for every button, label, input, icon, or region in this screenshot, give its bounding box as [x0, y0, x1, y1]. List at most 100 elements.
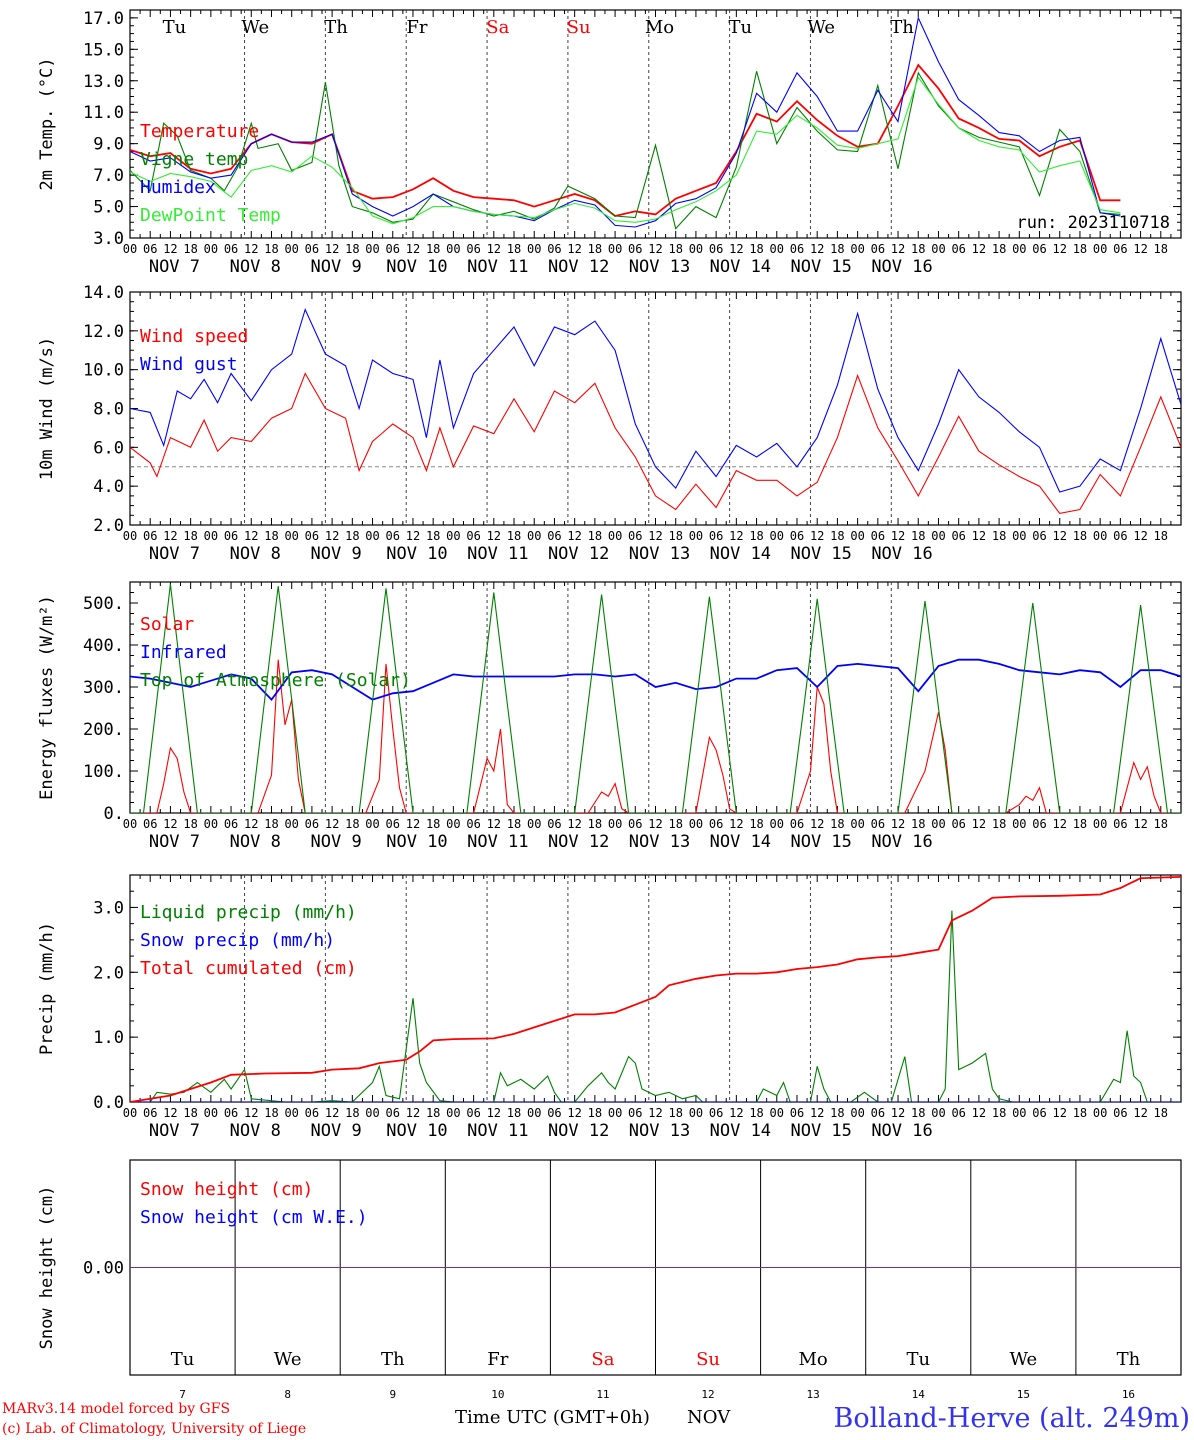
hour-tick-label: 12: [244, 242, 258, 256]
day-number-label: 12: [701, 1388, 714, 1401]
series-line-wind-gust: [130, 307, 1181, 493]
hour-tick-label: 00: [608, 1106, 622, 1120]
hour-tick-label: 12: [891, 242, 905, 256]
hour-tick-label: 06: [709, 817, 723, 831]
hour-tick-label: 00: [1012, 1106, 1026, 1120]
hour-tick-label: 06: [143, 529, 157, 543]
hour-tick-label: 06: [709, 242, 723, 256]
hour-tick-label: 12: [1133, 242, 1147, 256]
hour-tick-label: 12: [244, 529, 258, 543]
hour-tick-label: 18: [830, 242, 844, 256]
date-label: NOV 14: [710, 832, 771, 852]
hour-tick-label: 12: [1133, 817, 1147, 831]
hour-tick-label: 18: [992, 817, 1006, 831]
hour-tick-label: 18: [507, 242, 521, 256]
hour-tick-label: 18: [1073, 817, 1087, 831]
hour-tick-label: 00: [931, 529, 945, 543]
hour-tick-label: 18: [264, 1106, 278, 1120]
y-tick-label: 1.0: [93, 1028, 124, 1048]
hour-tick-label: 06: [386, 1106, 400, 1120]
date-label: NOV 13: [629, 1121, 690, 1141]
y-tick-label: 9.0: [93, 135, 124, 155]
hour-tick-label: 18: [1073, 242, 1087, 256]
date-label: NOV 12: [548, 832, 609, 852]
hour-tick-label: 12: [567, 1106, 581, 1120]
weekday-label: Su: [696, 1349, 720, 1370]
hour-tick-label: 00: [689, 529, 703, 543]
hour-tick-label: 06: [1113, 529, 1127, 543]
hour-tick-label: 18: [749, 242, 763, 256]
hour-tick-label: 06: [1032, 242, 1046, 256]
y-tick-label: 10.0: [83, 361, 124, 381]
hour-tick-label: 12: [163, 1106, 177, 1120]
date-label: NOV 9: [311, 1121, 362, 1141]
hour-tick-label: 00: [204, 242, 218, 256]
y-tick-label: 13.0: [83, 72, 124, 92]
hour-tick-label: 18: [183, 1106, 197, 1120]
hour-tick-label: 18: [183, 529, 197, 543]
date-label: NOV 15: [790, 544, 851, 564]
hour-tick-label: 12: [648, 529, 662, 543]
legend-entry: Humidex: [140, 177, 216, 198]
hour-tick-label: 06: [143, 242, 157, 256]
weekday-label: We: [241, 17, 269, 38]
hour-tick-label: 12: [487, 242, 501, 256]
y-tick-label: 17.0: [83, 9, 124, 29]
legend-entry: Total cumulated (cm): [140, 958, 357, 979]
legend-entry: Temperature: [140, 121, 259, 142]
y-axis-label: Snow height (cm): [37, 1186, 57, 1350]
hour-tick-label: 06: [224, 1106, 238, 1120]
weekday-label: Tu: [729, 17, 753, 38]
series-line-total-cumulated-cm-: [130, 876, 1181, 1102]
date-label: NOV 13: [629, 832, 690, 852]
date-label: NOV 7: [149, 1121, 200, 1141]
y-tick-label: 0.00: [83, 1259, 124, 1279]
run-annotation: run: 2023110718: [1016, 213, 1170, 233]
legend-entry: Snow height (cm W.E.): [140, 1207, 368, 1228]
date-label: NOV 9: [311, 257, 362, 277]
hour-tick-label: 00: [284, 529, 298, 543]
hour-tick-label: 18: [668, 1106, 682, 1120]
series-line-infrared: [130, 658, 1181, 701]
series-line-temperature: [130, 63, 1121, 217]
hour-tick-label: 18: [426, 817, 440, 831]
hour-tick-label: 18: [264, 529, 278, 543]
hour-tick-label: 06: [466, 1106, 480, 1120]
weekday-label: We: [1010, 1349, 1038, 1370]
hour-tick-label: 12: [1133, 529, 1147, 543]
hour-tick-label: 06: [951, 817, 965, 831]
y-tick-label: 8.0: [93, 400, 124, 420]
hour-tick-label: 00: [284, 242, 298, 256]
lab-credit: (c) Lab. of Climatology, University of L…: [2, 1421, 306, 1437]
hour-tick-label: 18: [830, 1106, 844, 1120]
legend-entry: Solar: [140, 614, 194, 635]
legend-entry: Wind speed: [140, 326, 248, 347]
day-number-label: 13: [807, 1388, 820, 1401]
y-tick-label: 2.0: [93, 516, 124, 536]
panel-4: 00 06 12 18 00 06 12 18 00 06 12 18 00 06 12 18 00 06 12 18…: [37, 874, 1182, 1141]
date-label: NOV 14: [710, 1121, 771, 1141]
y-tick-label: 0.0: [93, 1093, 124, 1113]
hour-tick-label: 06: [790, 242, 804, 256]
weekday-label: Su: [567, 17, 591, 38]
hour-tick-label: 00: [1093, 529, 1107, 543]
hour-tick-label: 06: [224, 817, 238, 831]
date-label: NOV 16: [871, 1121, 932, 1141]
hour-tick-label: 18: [1154, 1106, 1168, 1120]
y-tick-label: 100.: [83, 762, 124, 782]
time-axis-label: Time UTC (GMT+0h): [455, 1407, 650, 1428]
hour-tick-label: 18: [992, 1106, 1006, 1120]
weekday-label: Th: [381, 1349, 405, 1370]
hour-tick-label: 00: [446, 242, 460, 256]
hour-tick-label: 12: [972, 1106, 986, 1120]
date-label: NOV 7: [149, 544, 200, 564]
hour-tick-label: 12: [406, 529, 420, 543]
date-label: NOV 13: [629, 257, 690, 277]
hour-tick-label: 06: [1032, 1106, 1046, 1120]
date-label: NOV 13: [629, 544, 690, 564]
hour-tick-label: 06: [386, 242, 400, 256]
hour-tick-label: 06: [790, 817, 804, 831]
hour-tick-label: 00: [770, 242, 784, 256]
hour-tick-label: 12: [729, 817, 743, 831]
hour-tick-label: 12: [891, 529, 905, 543]
